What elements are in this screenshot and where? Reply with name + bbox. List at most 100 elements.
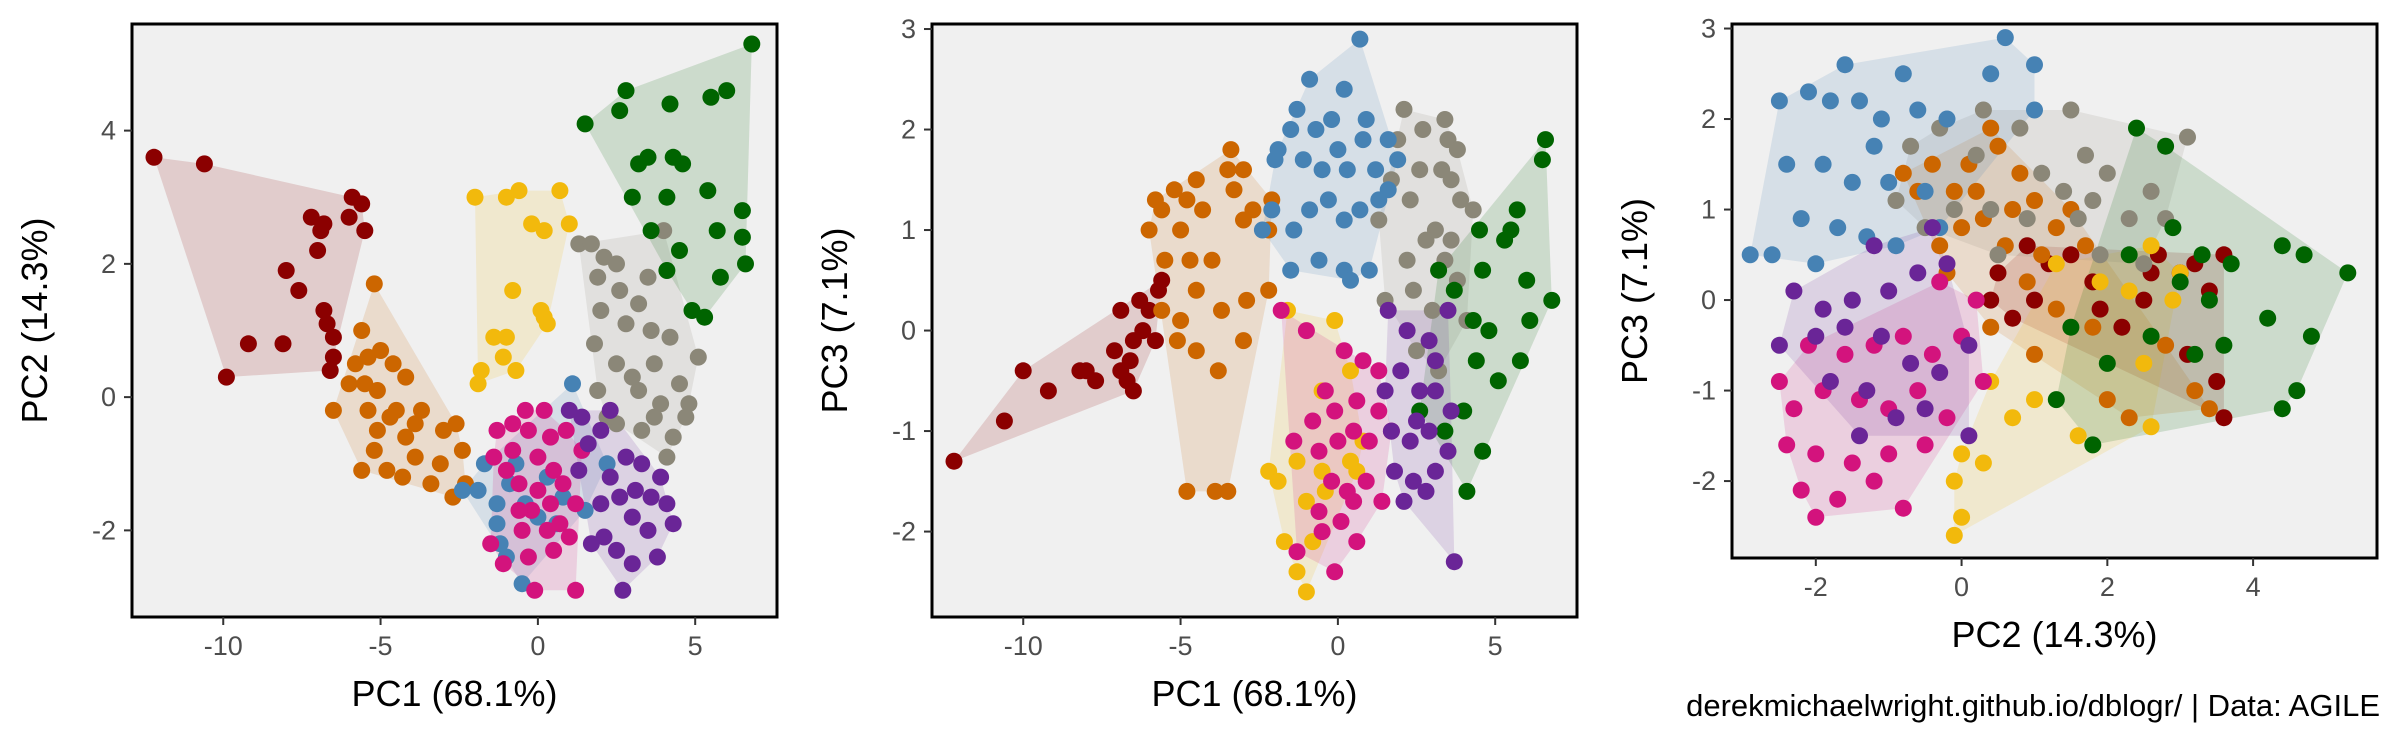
data-point-purple — [626, 481, 644, 499]
data-point-darkred — [1989, 264, 2007, 282]
data-point-gray — [1974, 101, 1992, 119]
data-point-magenta — [1807, 508, 1825, 526]
data-point-steelblue — [1367, 161, 1385, 179]
data-point-darkred — [995, 412, 1013, 430]
data-point-orange — [1219, 161, 1237, 179]
data-point-darkred — [353, 195, 371, 213]
data-point-darkgreen — [1537, 131, 1554, 149]
data-point-gray — [1411, 161, 1429, 179]
data-point-magenta — [554, 475, 572, 493]
data-point-gray — [630, 295, 648, 313]
data-point-orange — [1945, 182, 1963, 200]
data-point-orange — [346, 355, 364, 373]
data-point-darkgreen — [1464, 312, 1482, 329]
data-point-magenta — [526, 581, 544, 599]
data-point-gray — [2142, 182, 2160, 200]
data-point-purple — [1909, 264, 1927, 282]
data-point-gray — [2135, 255, 2153, 273]
data-point-gold — [1297, 492, 1315, 510]
data-point-steelblue — [1313, 161, 1331, 179]
data-point-darkgreen — [617, 82, 635, 100]
data-point-magenta — [504, 415, 522, 433]
data-point-orange — [1953, 219, 1971, 237]
data-point-gold — [2047, 255, 2065, 273]
data-point-magenta — [513, 521, 531, 539]
data-point-darkgreen — [2259, 309, 2277, 327]
data-point-darkred — [277, 262, 295, 279]
x-tick-label: -2 — [1804, 572, 1828, 602]
data-point-purple — [1408, 412, 1425, 430]
data-point-steelblue — [2026, 101, 2043, 119]
x-axis-title: PC1 (68.1%) — [351, 673, 557, 714]
data-point-orange — [1222, 141, 1240, 159]
chart-panel-pc2-pc3: -2 0 2 4 -2 -1 0 1 2 3 PC2 (14.3%) PC3 (7.1%) — [1614, 14, 2379, 655]
data-point-darkred — [1106, 342, 1123, 360]
data-point-gold — [469, 375, 487, 393]
data-point-gray — [1967, 146, 1985, 164]
data-point-steelblue — [1909, 101, 1927, 119]
data-point-purple — [1821, 373, 1839, 390]
y-tick-label: 1 — [1701, 195, 1716, 225]
data-point-magenta — [542, 428, 559, 446]
data-point-magenta — [504, 441, 522, 459]
data-point-steelblue — [1836, 56, 1854, 74]
y-tick-label: 2 — [101, 249, 116, 279]
y-tick-label: 2 — [1701, 104, 1716, 134]
data-point-steelblue — [1310, 251, 1328, 269]
data-point-orange — [406, 415, 424, 433]
hull-orange — [1903, 128, 2210, 418]
data-point-purple — [1420, 422, 1438, 440]
data-point-orange — [1203, 251, 1221, 269]
data-point-magenta — [1285, 432, 1303, 450]
data-point-darkgreen — [2047, 391, 2065, 409]
data-point-darkred — [315, 215, 333, 233]
data-point-orange — [1187, 281, 1205, 299]
data-point-darkred — [324, 348, 342, 366]
data-point-gray — [1989, 246, 2007, 264]
data-point-darkred — [315, 302, 333, 319]
data-point-orange — [1140, 221, 1158, 239]
data-point-orange — [1225, 181, 1243, 199]
data-point-darkgreen — [699, 182, 717, 200]
data-point-orange — [353, 322, 371, 339]
data-point-darkred — [2026, 291, 2043, 309]
data-point-darkgreen — [1533, 151, 1551, 169]
data-point-orange — [447, 415, 465, 433]
data-point-steelblue — [1357, 111, 1375, 128]
data-point-steelblue — [469, 481, 487, 499]
y-tick-label: -2 — [892, 517, 916, 547]
data-point-magenta — [1370, 362, 1388, 380]
data-point-magenta — [1360, 432, 1378, 450]
x-tick-label: 5 — [688, 631, 703, 661]
data-point-darkgreen — [733, 228, 751, 246]
data-point-gray — [608, 255, 625, 273]
data-point-darkred — [356, 222, 374, 240]
data-point-orange — [359, 348, 377, 366]
data-point-darkred — [1039, 382, 1057, 400]
data-point-orange — [1244, 201, 1262, 219]
data-point-orange — [372, 342, 390, 359]
data-point-orange — [356, 375, 374, 393]
data-point-magenta — [1778, 436, 1796, 454]
data-point-magenta — [1297, 322, 1315, 340]
data-point-purple — [1404, 472, 1422, 490]
x-tick-label: -5 — [1169, 631, 1193, 661]
data-point-gold — [2135, 354, 2153, 372]
data-point-darkgreen — [623, 188, 641, 206]
data-point-orange — [2018, 273, 2036, 291]
data-point-magenta — [519, 548, 537, 566]
data-point-magenta — [1843, 454, 1861, 472]
x-tick-label: 5 — [1488, 631, 1503, 661]
data-point-darkred — [145, 148, 163, 166]
data-point-darkgreen — [1458, 482, 1476, 500]
data-point-magenta — [1345, 492, 1363, 510]
data-point-darkgreen — [2302, 327, 2320, 345]
data-point-orange — [1187, 171, 1205, 189]
data-point-steelblue — [1307, 121, 1325, 138]
data-point-purple — [560, 401, 578, 419]
data-point-steelblue — [1843, 173, 1861, 191]
hull-steelblue — [1750, 37, 2035, 264]
data-point-gray — [645, 408, 663, 426]
data-point-purple — [614, 581, 632, 599]
data-point-magenta — [1931, 273, 1949, 291]
